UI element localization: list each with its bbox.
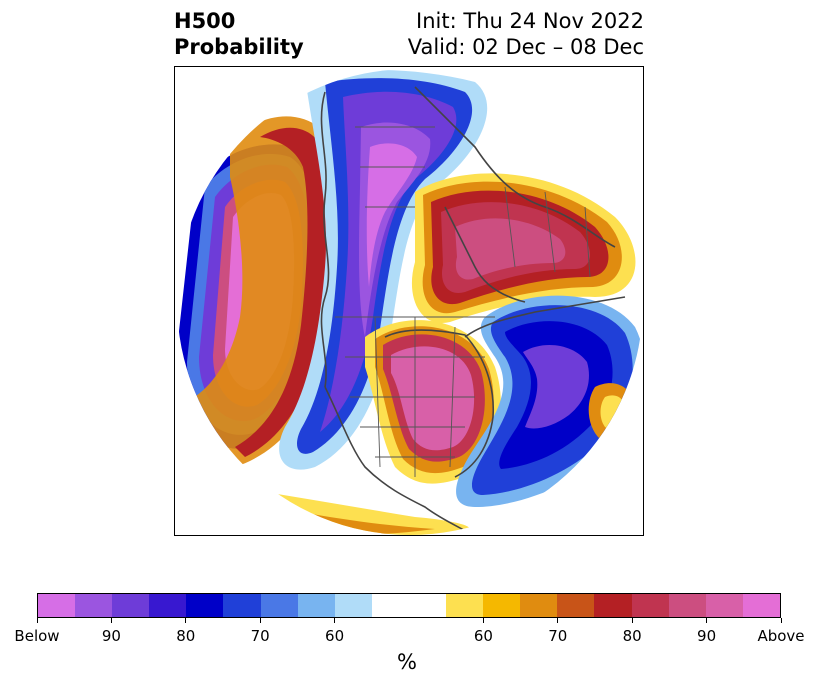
- title-line-variable: H500: [174, 9, 236, 33]
- colorbar-segment: [112, 594, 150, 617]
- colorbar-tick-label: 60: [473, 627, 493, 645]
- colorbar: [37, 593, 781, 618]
- colorbar-segment: [38, 594, 76, 617]
- pacific-ridge-band: [177, 116, 341, 487]
- forecast-dates: Init: Thu 24 Nov 2022 Valid: 02 Dec – 08…: [408, 8, 644, 60]
- colorbar-segment: [631, 594, 669, 617]
- init-date: Init: Thu 24 Nov 2022: [416, 9, 644, 33]
- coastlines: [320, 86, 626, 535]
- colorbar-tick: [631, 618, 633, 623]
- colorbar-segment: [520, 594, 558, 617]
- colorbar-tick-label: Above: [757, 627, 805, 645]
- colorbar-segment: [297, 594, 335, 617]
- north-atlantic-ridge: [411, 173, 636, 323]
- colorbar-tick-label: Below: [14, 627, 60, 645]
- title-line-product: Probability: [174, 35, 304, 59]
- map-title: H500 Probability: [174, 8, 304, 60]
- colorbar-tick: [259, 618, 261, 623]
- valid-range: Valid: 02 Dec – 08 Dec: [407, 35, 644, 59]
- colorbar-tick-label: 70: [548, 627, 568, 645]
- colorbar-tick: [482, 618, 484, 623]
- colorbar-tick-label: 80: [176, 627, 196, 645]
- colorbar-tick: [110, 618, 112, 623]
- colorbar-segment: [668, 594, 706, 617]
- colorbar-segment: [446, 594, 484, 617]
- colorbar-tick-label: 90: [101, 627, 121, 645]
- colorbar-ticks: Below 90 80 70 60 60 70 80 90 Above: [0, 618, 819, 648]
- probability-map: [174, 66, 644, 536]
- colorbar-segment: [223, 594, 261, 617]
- colorbar-segment: [260, 594, 298, 617]
- eastern-north-america-ridge: [365, 320, 501, 484]
- colorbar-tick: [334, 618, 336, 623]
- colorbar-tick: [36, 618, 38, 623]
- colorbar-tick-label: 80: [622, 627, 642, 645]
- colorbar-tick: [557, 618, 559, 623]
- colorbar-segment: [705, 594, 743, 617]
- colorbar-segment: [186, 594, 224, 617]
- north-america-trough: [279, 70, 488, 470]
- colorbar-tick: [706, 618, 708, 623]
- colorbar-segment: [742, 594, 780, 617]
- colorbar-tick-label: 70: [250, 627, 270, 645]
- colorbar-tick-label: 60: [325, 627, 345, 645]
- colorbar-tick: [780, 618, 782, 623]
- map-canvas: [177, 69, 643, 535]
- colorbar-segment: [334, 594, 372, 617]
- colorbar-segment: [149, 594, 187, 617]
- colorbar-segment: [594, 594, 632, 617]
- east-atlantic-ridge-edge: [600, 395, 626, 430]
- colorbar-tick-label: 90: [697, 627, 717, 645]
- colorbar-segment: [75, 594, 113, 617]
- political-borders: [335, 126, 591, 477]
- colorbar-segment: [557, 594, 595, 617]
- colorbar-unit-label: %: [397, 650, 417, 674]
- colorbar-segment: [408, 594, 447, 617]
- colorbar-segment: [371, 594, 409, 617]
- colorbar-tick: [185, 618, 187, 623]
- colorbar-segment: [483, 594, 521, 617]
